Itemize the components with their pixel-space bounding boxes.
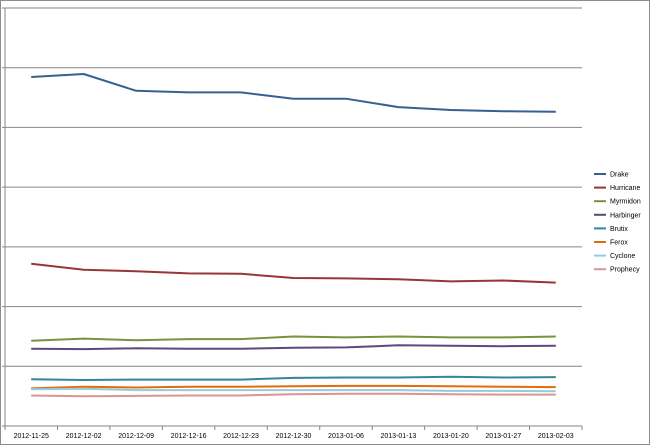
x-tick-label: 2012-11-25 — [14, 433, 49, 440]
series-line-cyclone — [31, 387, 556, 393]
series-line-ferox — [31, 384, 556, 390]
x-tick-label: 2013-02-03 — [538, 433, 574, 440]
series-line-drake — [31, 73, 556, 113]
x-tick-label: 2012-12-16 — [171, 433, 207, 440]
legend: Drake Hurricane Myrmidon Harbinger Brutix Fer… — [594, 172, 641, 274]
x-axis-tick-labels: 2012-11-25 2012-12-02 2012-12-09 2012-12-16… — [14, 433, 574, 440]
x-tick-label: 2013-01-13 — [381, 433, 417, 440]
legend-label-harbinger: Harbinger — [610, 212, 641, 219]
legend-label-myrmidon: Myrmidon — [610, 199, 641, 206]
series-line-hurricane — [31, 262, 556, 284]
legend-label-cyclone: Cyclone — [610, 253, 635, 260]
legend-label-ferox: Ferox — [610, 240, 628, 247]
x-tick-label: 2012-12-30 — [276, 433, 312, 440]
x-tick-label: 2013-01-27 — [485, 433, 521, 440]
series-line-myrmidon — [31, 335, 556, 342]
series-line-harbinger — [31, 344, 556, 351]
series-lines — [31, 73, 556, 398]
x-tick-label: 2013-01-06 — [328, 433, 364, 440]
x-tick-label: 2012-12-23 — [223, 433, 259, 440]
legend-label-drake: Drake — [610, 172, 629, 179]
x-tick-label: 2013-01-20 — [433, 433, 469, 440]
axes — [2, 7, 583, 430]
legend-label-hurricane: Hurricane — [610, 185, 640, 192]
legend-label-brutix: Brutix — [610, 226, 628, 233]
legend-label-prophecy: Prophecy — [610, 267, 640, 274]
x-tick-label: 2012-12-09 — [118, 433, 154, 440]
gridlines — [5, 7, 582, 367]
x-tick-label: 2012-12-02 — [66, 433, 102, 440]
series-line-prophecy — [31, 392, 556, 398]
series-line-brutix — [31, 375, 556, 381]
